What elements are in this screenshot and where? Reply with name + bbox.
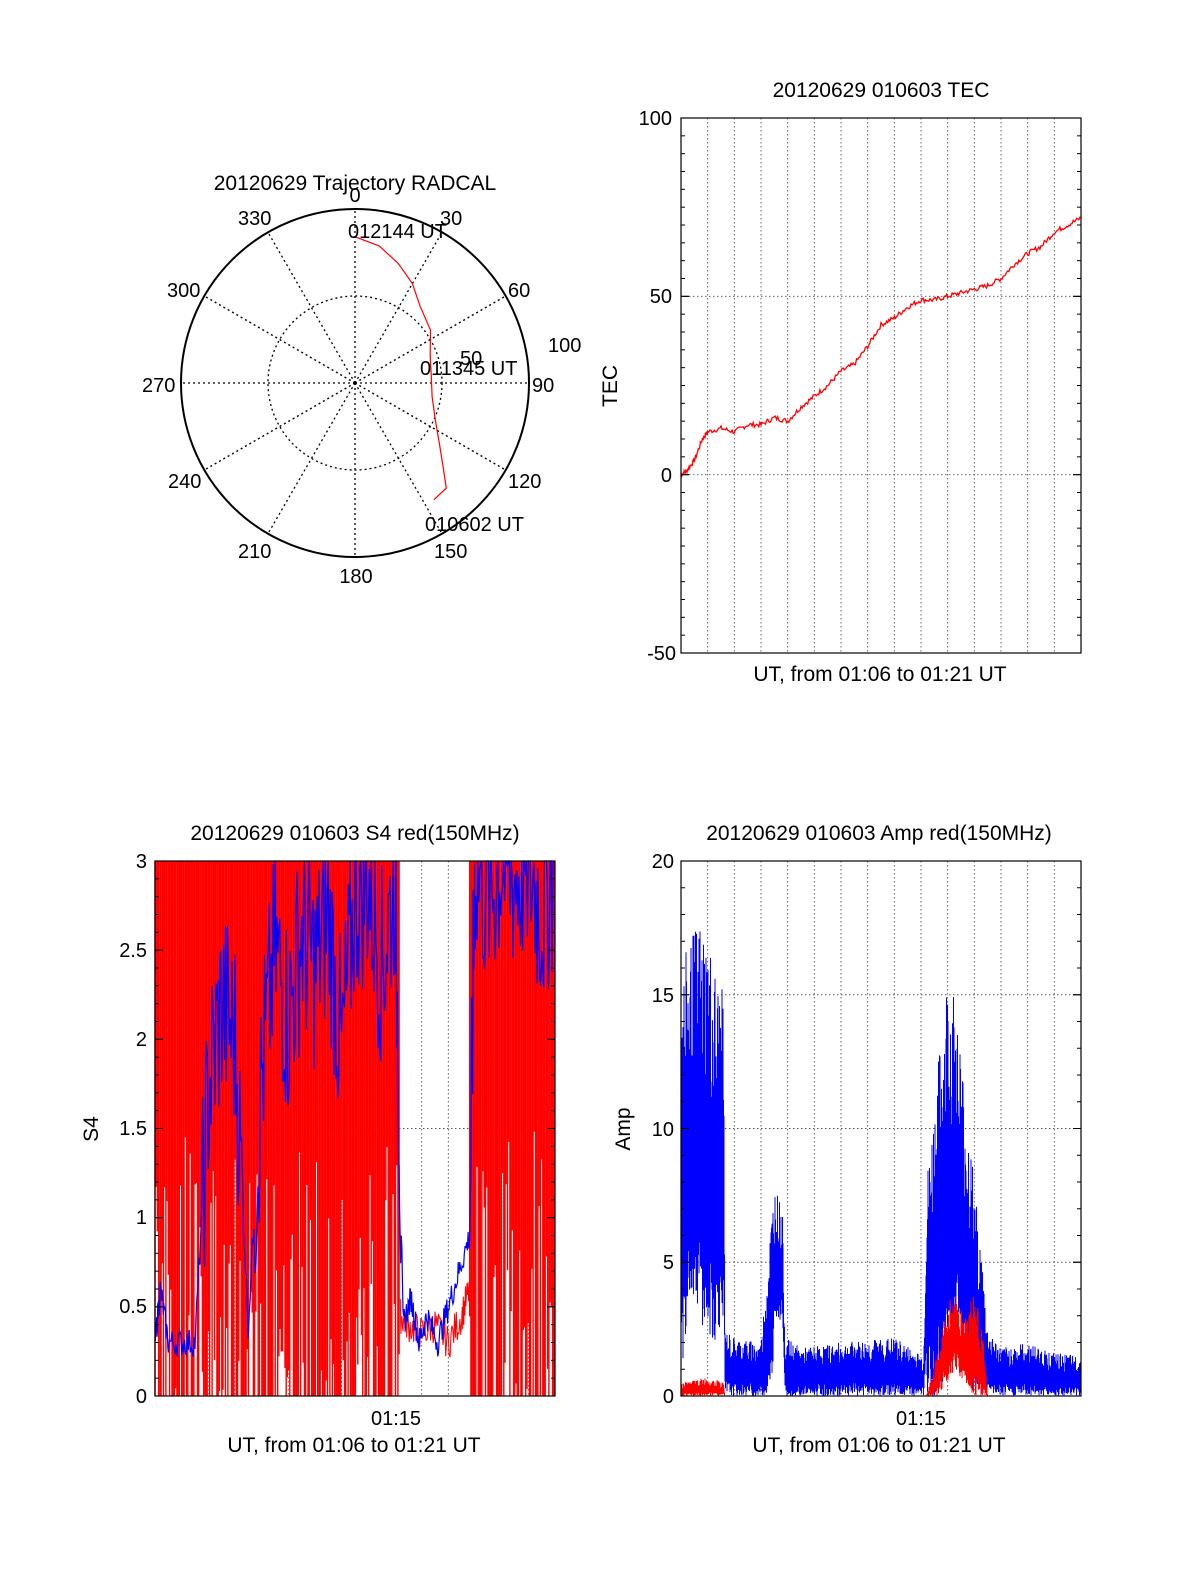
amp-ytick-0: 0 [663,1386,674,1408]
s4-plot: 20120629 010603 S4 red(150MHz) 3 2.5 2 1… [80,822,556,1457]
angle-label-90: 90 [532,375,554,397]
polar-outer-circle [180,208,530,558]
trajectory-line [354,236,447,501]
polar-grid [181,209,529,557]
polar-spoke [354,231,443,384]
angle-label-240: 240 [168,471,201,493]
tec-series-line [680,216,1082,478]
trajectory-title: 20120629 Trajectory RADCAL [214,172,497,195]
s4-xtick-0115: 01:15 [371,1408,421,1430]
radius-label-50: 50 [460,348,482,370]
amp-blue-trace [680,931,1082,1396]
angle-label-210: 210 [238,541,271,563]
angle-label-180: 180 [339,566,372,588]
s4-ytick-0-5: 0.5 [119,1296,147,1318]
amp-ytick-5: 5 [663,1252,674,1274]
s4-xlabel: UT, from 01:06 to 01:21 UT [227,1434,480,1457]
s4-ytick-2-5: 2.5 [119,940,147,962]
polar-angle-labels: 0 30 60 90 120 150 180 210 240 270 300 3… [142,185,581,588]
tec-ytick-minus50: -50 [647,643,676,665]
amp-xtick-0115: 01:15 [896,1408,946,1430]
tec-axes-box [680,117,1082,654]
s4-ytick-2: 2 [136,1029,147,1051]
tec-ticks [681,117,1081,654]
amp-ylabel: Amp [612,1107,635,1150]
tec-ytick-100: 100 [639,108,672,130]
amp-ytick-10: 10 [652,1119,674,1141]
angle-label-30: 30 [440,208,462,230]
radius-label-100: 100 [548,335,581,357]
polar-spoke [203,295,356,384]
angle-label-150: 150 [434,541,467,563]
s4-ytick-0: 0 [136,1386,147,1408]
amp-grid [681,861,1081,1396]
s4-ylabel: S4 [80,1116,103,1142]
angle-label-330: 330 [238,208,271,230]
amp-xlabel: UT, from 01:06 to 01:21 UT [752,1434,1005,1457]
tec-title: 20120629 010603 TEC [773,79,990,102]
amp-title: 20120629 010603 Amp red(150MHz) [706,822,1052,845]
s4-ytick-1: 1 [136,1207,147,1229]
amp-ytick-20: 20 [652,851,674,873]
polar-spoke [267,231,356,384]
tec-ylabel: TEC [599,365,622,407]
polar-spoke [354,382,443,535]
polar-spoke [267,382,356,535]
annotation-end-time: 010602 UT [425,514,524,536]
tec-grid [681,118,1081,653]
s4-ytick-3: 3 [136,851,147,873]
s4-title: 20120629 010603 S4 red(150MHz) [190,822,519,845]
angle-label-300: 300 [167,280,200,302]
angle-label-270: 270 [142,375,175,397]
trajectory-plot: 20120629 Trajectory RADCAL 0 30 60 90 12… [142,172,581,588]
angle-label-120: 120 [508,471,541,493]
tec-xlabel: UT, from 01:06 to 01:21 UT [753,663,1006,686]
polar-spoke [203,382,356,471]
s4-blue-series [154,860,555,1357]
s4-ticks [155,860,555,1397]
angle-label-0: 0 [349,185,360,207]
polar-spoke [354,382,507,471]
annotation-start-time: 012144 UT [348,221,447,243]
s4-ytick-1-5: 1.5 [119,1118,147,1140]
amp-blue-series [680,931,1082,1396]
angle-label-60: 60 [508,280,530,302]
amp-plot: 20120629 010603 Amp red(150MHz) 20 15 10… [612,822,1082,1457]
tec-ytick-50: 50 [650,286,672,308]
amp-ticks [681,860,1081,1397]
amp-ytick-15: 15 [652,985,674,1007]
annotation-mid-time: 011345 UT [420,358,517,380]
tec-ytick-0: 0 [661,465,672,487]
tec-plot: 20120629 010603 TEC 100 50 0 -50 TEC UT,… [599,79,1082,686]
